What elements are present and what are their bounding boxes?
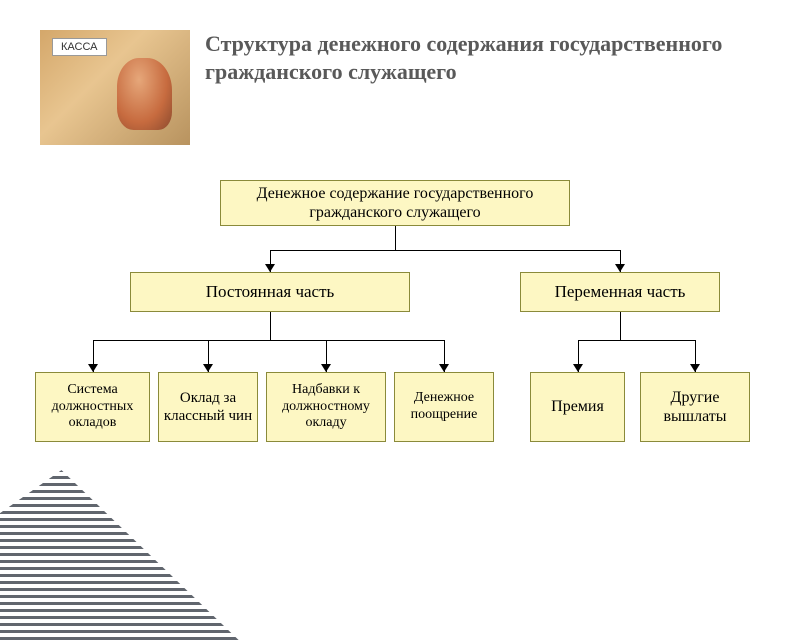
arrowhead [88, 364, 98, 372]
connector [395, 226, 396, 250]
org-chart: Денежное содержание государственного гра… [0, 180, 800, 510]
node-l1: Система должностных окладов [35, 372, 150, 442]
arrowhead [265, 264, 275, 272]
arrowhead [203, 364, 213, 372]
header: Структура денежного содержания государст… [0, 0, 800, 155]
arrowhead [690, 364, 700, 372]
node-l5: Премия [530, 372, 625, 442]
connector [270, 250, 620, 251]
connector [578, 340, 696, 341]
arrowhead [321, 364, 331, 372]
connector [270, 312, 271, 340]
arrowhead [439, 364, 449, 372]
node-l6: Другие вышлаты [640, 372, 750, 442]
arrowhead [573, 364, 583, 372]
node-root: Денежное содержание государственного гра… [220, 180, 570, 226]
node-var: Переменная часть [520, 272, 720, 312]
page-title: Структура денежного содержания государст… [205, 30, 760, 85]
node-const: Постоянная часть [130, 272, 410, 312]
connector [620, 312, 621, 340]
node-l4: Денежное поощрение [394, 372, 494, 442]
node-l3: Надбавки к должностному окладу [266, 372, 386, 442]
arrowhead [615, 264, 625, 272]
connector [93, 340, 445, 341]
header-image [40, 30, 190, 145]
node-l2: Оклад за классный чин [158, 372, 258, 442]
